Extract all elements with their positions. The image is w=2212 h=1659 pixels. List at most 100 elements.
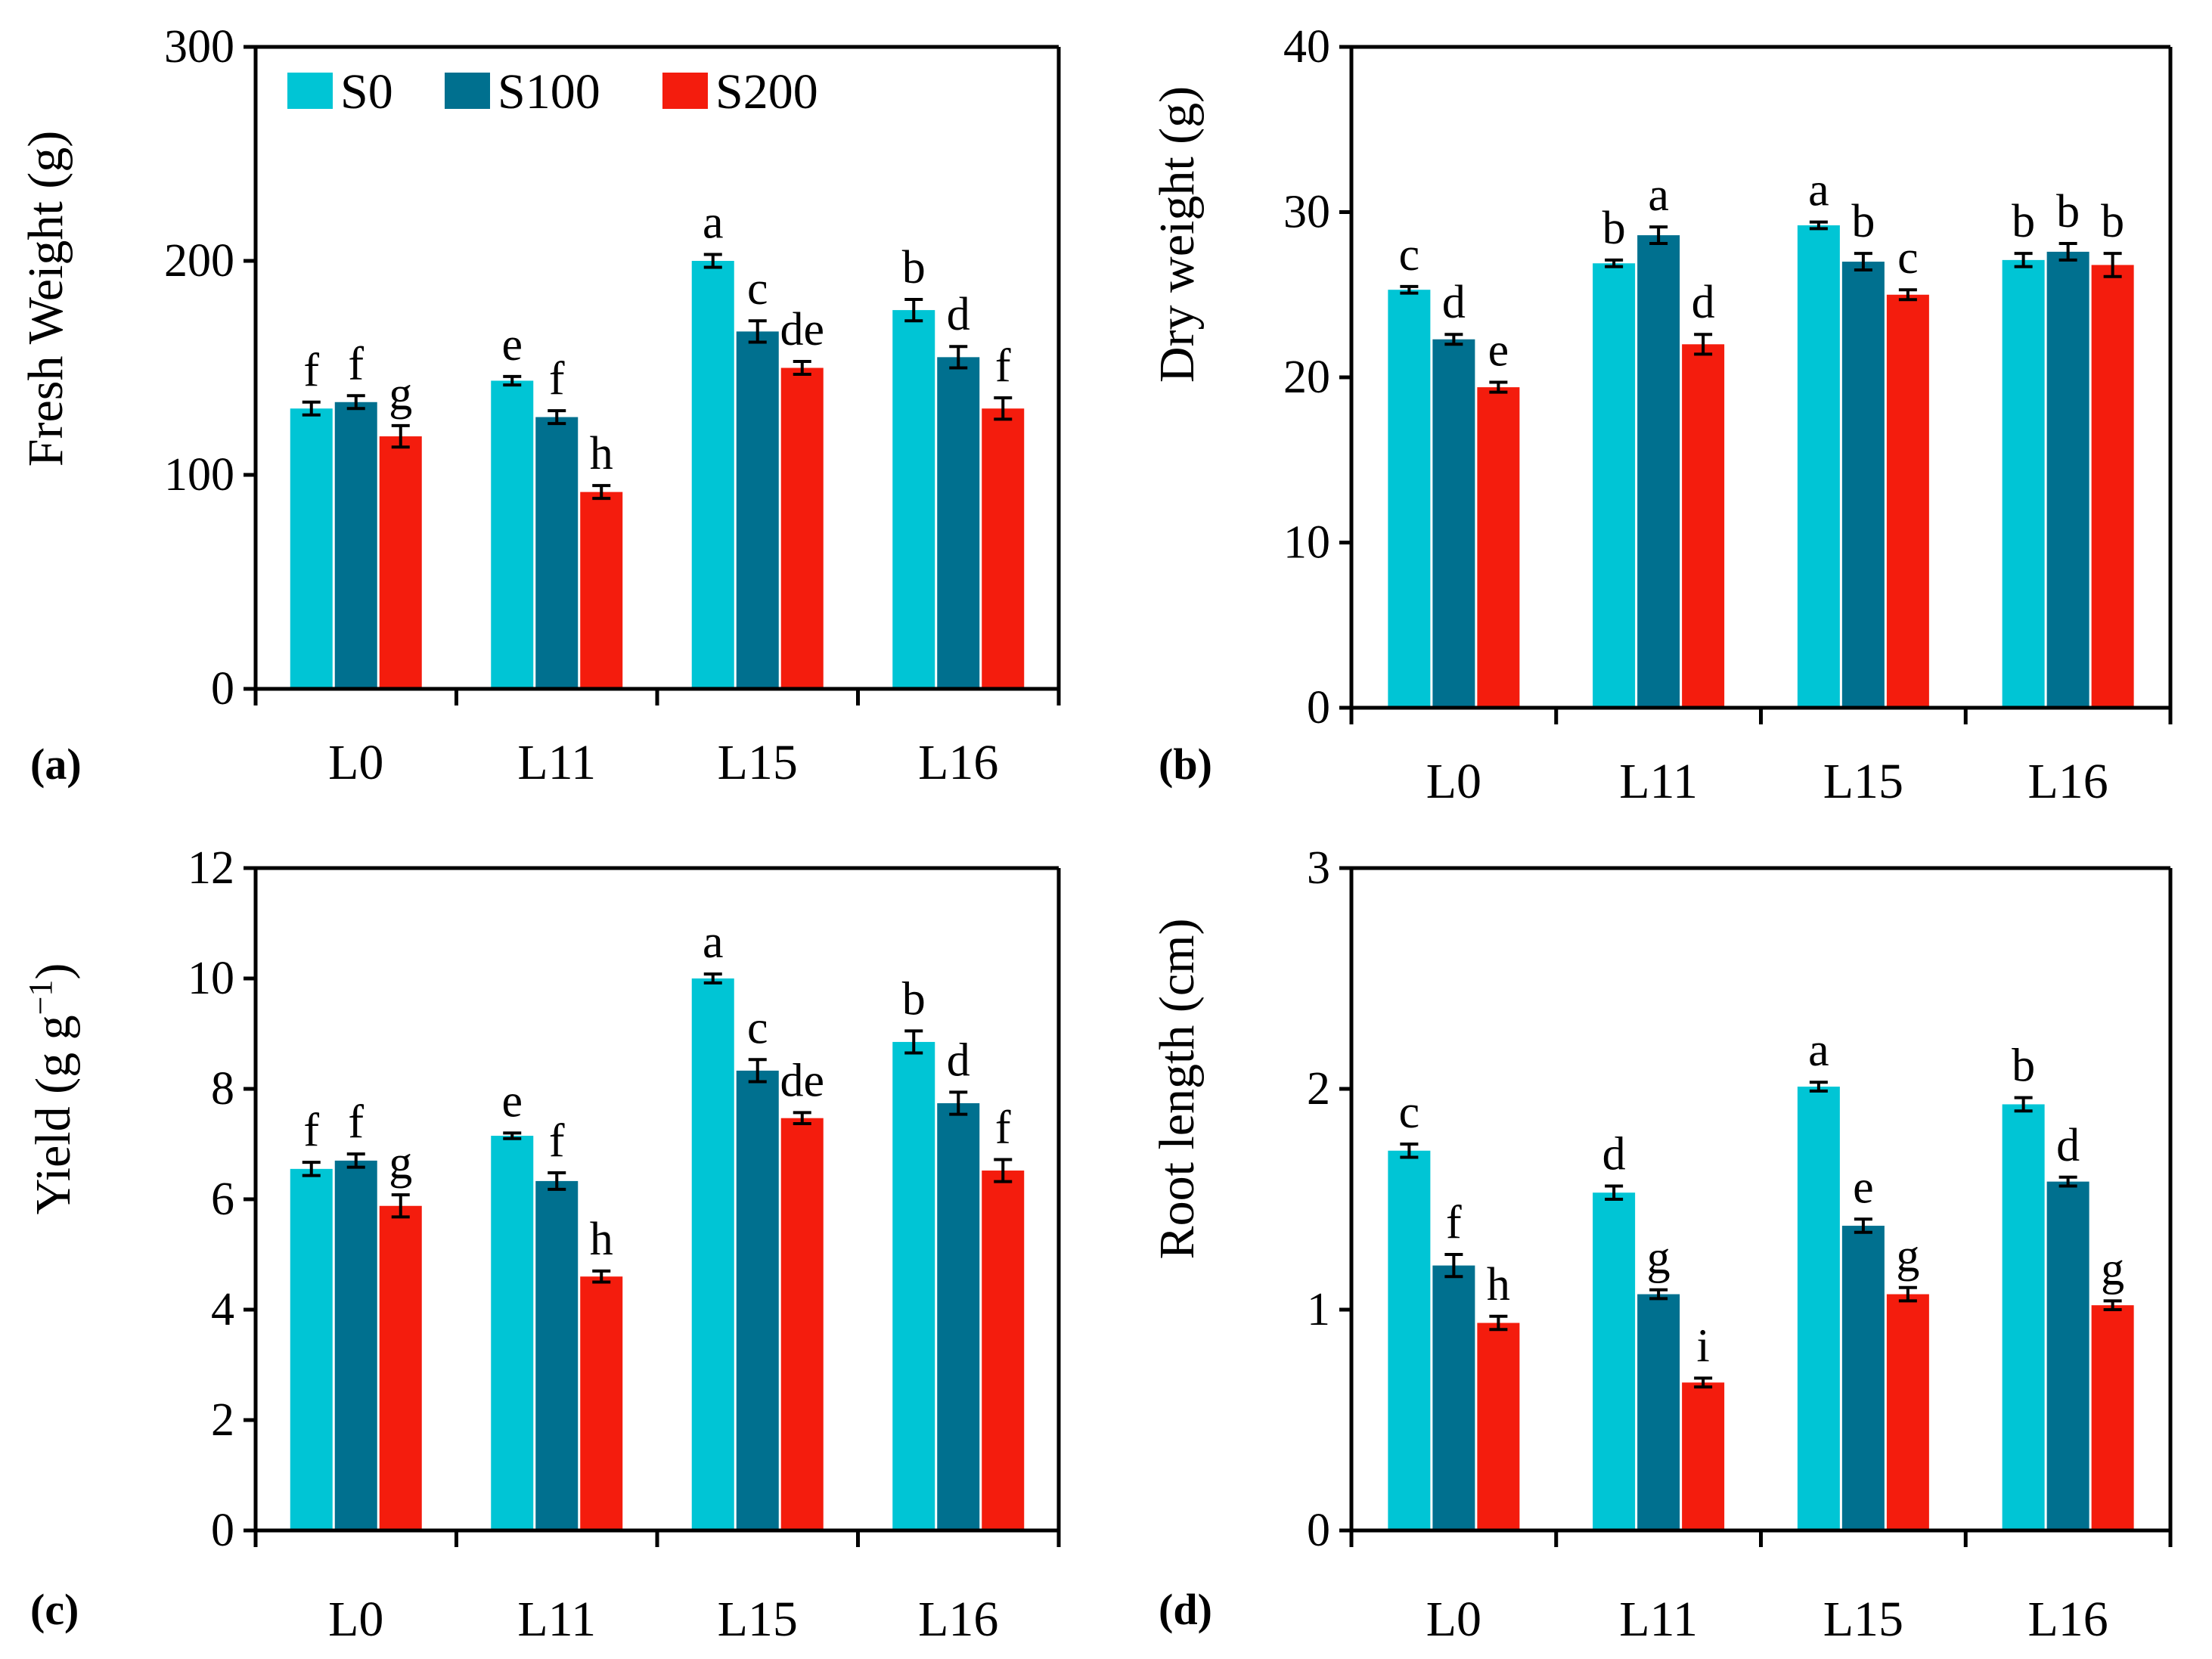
panel-b-bar-s0-l0: [1388, 290, 1431, 708]
panel-a-significance-letter: f: [995, 340, 1011, 392]
panel-b-ytick-label: 0: [1307, 682, 1330, 733]
panel-d-xtick-label: L16: [2027, 1592, 2108, 1647]
panel-c-bar-s200-l15: [780, 1118, 824, 1530]
panel-d-ytick-label: 1: [1307, 1284, 1330, 1335]
panel-c-bar-s0-l0: [290, 1168, 333, 1530]
panel-b-y-axis-label: Dry weight (g): [1149, 86, 1205, 383]
panel-b-bar-s100-l0: [1432, 339, 1475, 708]
panel-c-ytick-label: 2: [211, 1394, 234, 1446]
panel-c-ytick-label: 4: [211, 1284, 234, 1335]
panel-c-xtick-label: L16: [918, 1592, 998, 1647]
legend-label-s100: S100: [498, 64, 600, 119]
panel-d-significance-letter: e: [1853, 1161, 1874, 1213]
panel-c-ytick-label: 10: [188, 953, 234, 1004]
panel-d-bar-s200-l0: [1477, 1323, 1520, 1530]
panel-b-significance-letter: d: [1442, 277, 1466, 328]
panel-b-bar-s100-l15: [1841, 262, 1885, 708]
panel-b-ytick-label: 10: [1283, 517, 1330, 569]
panel-b-significance-letter: b: [2012, 196, 2035, 247]
panel-a-significance-letter: h: [590, 428, 613, 479]
panel-d-significance-letter: g: [1896, 1230, 1919, 1282]
panel-a-bar-s0-l0: [290, 408, 333, 689]
panel-c-significance-letter: f: [995, 1102, 1011, 1153]
panel-a-bar-s200-l16: [982, 408, 1025, 689]
panel-d-ytick-label: 0: [1307, 1505, 1330, 1556]
panel-c-xtick-label: L11: [517, 1592, 596, 1647]
panel-a-significance-letter: e: [501, 319, 523, 371]
panel-b-significance-letter: b: [2101, 196, 2124, 247]
panel-d-label: (d): [1159, 1585, 1212, 1634]
panel-d-bar-s0-l16: [2002, 1104, 2045, 1530]
panel-d-significance-letter: g: [1647, 1233, 1671, 1284]
panel-a-xtick-label: L11: [517, 735, 596, 790]
legend-swatch-s0: [287, 73, 333, 109]
panel-c-significance-letter: g: [389, 1137, 412, 1189]
panel-b-significance-letter: c: [1897, 232, 1919, 284]
panel-a-bar-s100-l16: [937, 357, 980, 689]
panel-c-significance-letter: de: [780, 1055, 824, 1106]
panel-c-bar-s100-l16: [937, 1102, 980, 1530]
panel-b-bar-s200-l11: [1682, 344, 1725, 708]
panel-a-bar-s0-l15: [691, 261, 734, 689]
panel-c-xtick-label: L0: [328, 1592, 383, 1647]
panel-b-significance-letter: a: [1648, 169, 1669, 221]
panel-a-label: (a): [30, 740, 82, 789]
panel-d-y-axis-label: Root length (cm): [1149, 919, 1205, 1260]
panel-b-significance-letter: b: [1851, 196, 1875, 247]
panel-b-xtick-label: L0: [1426, 754, 1481, 809]
panel-b-bar-s100-l16: [2046, 251, 2089, 708]
panel-d-bar-s200-l16: [2091, 1305, 2134, 1530]
panel-c-ytick-label: 8: [211, 1063, 234, 1115]
panel-a-bar-s0-l11: [491, 380, 534, 689]
panel-d-xtick-label: L15: [1823, 1592, 1903, 1647]
panel-c-label: (c): [30, 1585, 79, 1634]
panel-a-xtick-label: L16: [918, 735, 998, 790]
panel-a-significance-letter: f: [549, 353, 565, 405]
panel-a-xtick-label: L15: [718, 735, 798, 790]
panel-a-bar-s200-l0: [379, 436, 422, 689]
panel-c-significance-letter: b: [902, 973, 926, 1025]
panel-b-xtick-label: L11: [1619, 754, 1698, 809]
panel-a-ytick-label: 0: [211, 663, 234, 715]
panel-b-bar-s200-l16: [2091, 265, 2134, 708]
panel-a-significance-letter: d: [947, 289, 970, 340]
panel-b-ytick-label: 20: [1283, 352, 1330, 403]
panel-d-bar-s100-l0: [1432, 1265, 1475, 1530]
panel-c-ytick-label: 12: [188, 842, 234, 894]
panel-d-significance-letter: h: [1487, 1259, 1510, 1310]
panel-a-significance-letter: a: [703, 197, 724, 249]
panel-b-bar-s0-l15: [1797, 225, 1840, 709]
panel-b-xtick-label: L15: [1823, 754, 1903, 809]
panel-a-significance-letter: c: [747, 263, 768, 315]
panel-c-bar-s0-l15: [691, 978, 734, 1530]
panel-c-ytick-label: 6: [211, 1174, 234, 1225]
panel-d-bar-s0-l0: [1388, 1150, 1431, 1530]
panel-c-bar-s100-l11: [535, 1180, 579, 1530]
panel-c-y-axis-label-main: Yield (g g: [26, 1015, 81, 1214]
panel-a-bar-s0-l16: [892, 310, 935, 689]
panel-b-ytick-label: 40: [1283, 21, 1330, 73]
panel-d-significance-letter: i: [1697, 1321, 1710, 1372]
panel-a-ytick-label: 300: [164, 21, 234, 73]
panel-c-xtick-label: L15: [718, 1592, 798, 1647]
panel-b-bar-s0-l11: [1593, 263, 1636, 708]
panel-b-significance-letter: a: [1808, 165, 1829, 216]
panel-d-bar-s100-l15: [1841, 1226, 1885, 1530]
panel-d-bar-s0-l15: [1797, 1087, 1840, 1530]
panel-d-significance-letter: c: [1399, 1087, 1420, 1138]
panel-b-bar-s100-l11: [1637, 235, 1680, 709]
legend-label-s200: S200: [715, 64, 818, 119]
panel-a-ticks: 0 100 200 300 L0 L11 L15 L16: [164, 21, 1061, 790]
panel-c-bar-s0-l16: [892, 1041, 935, 1530]
panel-d-xtick-label: L11: [1619, 1592, 1698, 1647]
panel-a-bar-s100-l11: [535, 417, 579, 689]
panel-a-significance-letter: g: [389, 368, 412, 420]
